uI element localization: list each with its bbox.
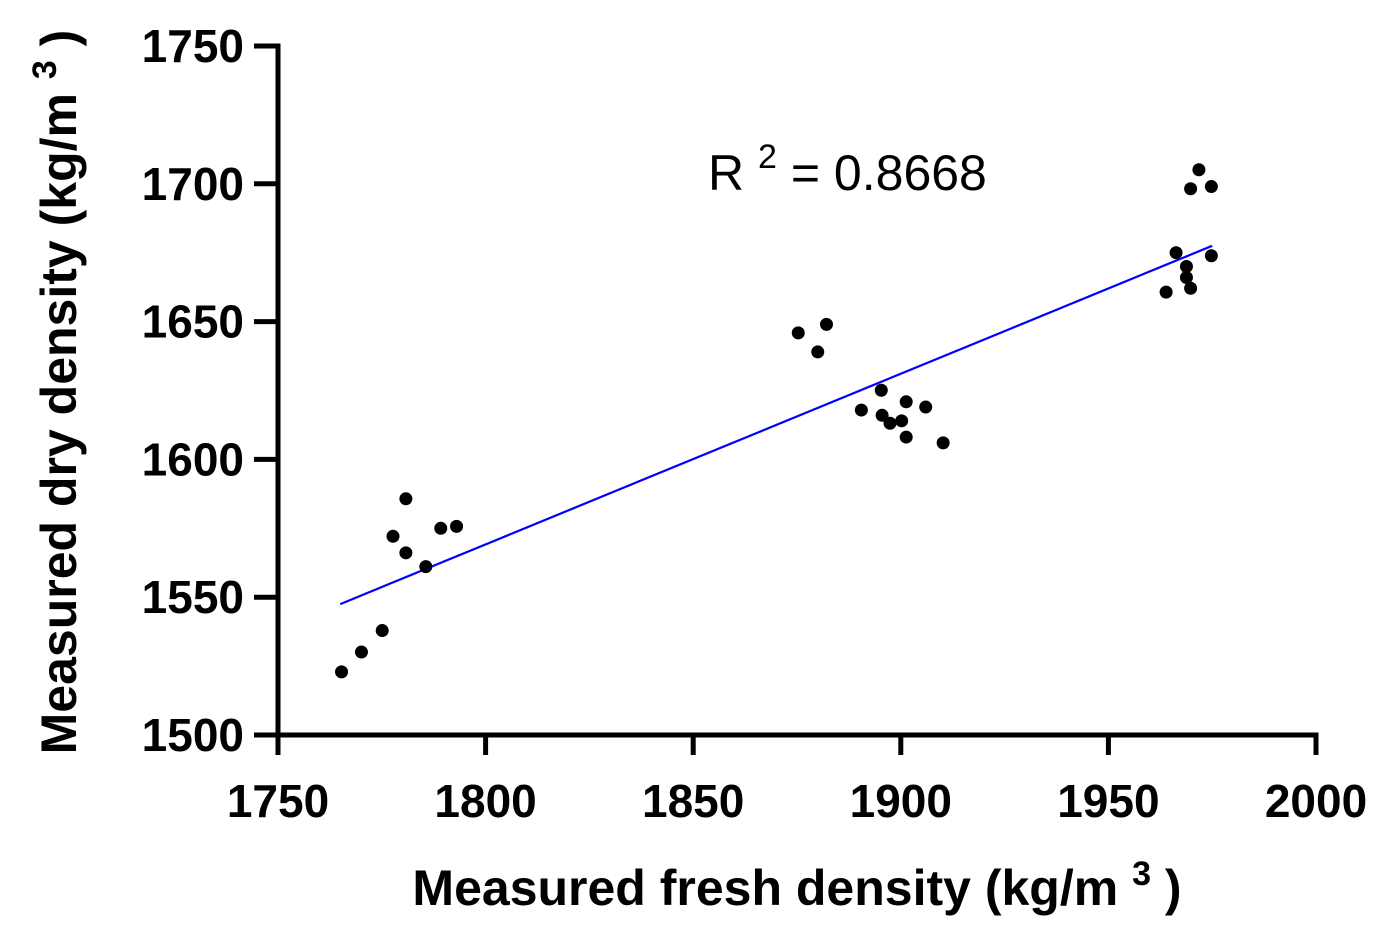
r-squared-value: = 0.8668: [791, 145, 987, 201]
x-axis-title-close: ): [1165, 860, 1182, 916]
x-tick-label: 1750: [227, 775, 329, 827]
data-point: [791, 326, 805, 340]
axes-layer: [275, 43, 1319, 738]
data-point: [875, 408, 889, 422]
y-ticks: 1500 1550 1600 1650 1700 1750: [142, 20, 278, 761]
data-point: [399, 546, 413, 560]
y-tick-label: 1600: [142, 433, 244, 485]
data-point: [883, 416, 897, 430]
y-axis-title-superscript: 3: [26, 60, 64, 79]
data-point: [1179, 271, 1193, 285]
data-point: [936, 436, 950, 450]
y-axis-title-close: ): [31, 30, 87, 47]
data-point: [819, 317, 833, 331]
x-tick-label: 1850: [642, 775, 744, 827]
data-point: [1184, 281, 1198, 295]
data-point: [375, 624, 389, 638]
data-point: [811, 345, 825, 359]
data-point: [434, 521, 448, 535]
x-ticks: 1750 1800 1850 1900 1950 2000: [227, 735, 1367, 827]
data-point: [899, 395, 913, 409]
r-squared-annotation: R 2 = 0.8668: [708, 123, 987, 201]
data-point: [1179, 259, 1193, 273]
data-point: [854, 403, 868, 417]
x-tick-label: 1800: [434, 775, 536, 827]
data-point: [1169, 246, 1183, 260]
x-axis-title-main: Measured fresh density (kg/m: [412, 860, 1118, 916]
data-point: [919, 400, 933, 414]
data-point: [450, 519, 464, 533]
r-squared-superscript: 2: [758, 138, 777, 176]
y-axis-title-main: Measured dry density (kg/m: [31, 93, 87, 754]
y-tick-label: 1650: [142, 296, 244, 348]
y-tick-label: 1550: [142, 571, 244, 623]
data-point: [874, 383, 888, 397]
data-point: [1184, 182, 1198, 196]
data-point: [1192, 163, 1206, 177]
data-point: [1204, 180, 1218, 194]
data-point: [419, 560, 433, 574]
y-tick-label: 1700: [142, 158, 244, 210]
data-point: [1204, 249, 1218, 263]
data-point: [895, 414, 909, 428]
data-points-layer: [335, 163, 1218, 679]
y-tick-label: 1750: [142, 20, 244, 72]
data-point: [386, 529, 400, 543]
trendline-layer: [339, 244, 1213, 606]
x-tick-label: 1900: [850, 775, 952, 827]
r-squared-prefix: R: [708, 145, 744, 201]
data-point: [335, 665, 349, 679]
x-axis-title: Measured fresh density (kg/m 3 ): [412, 840, 1181, 916]
data-point: [399, 492, 413, 506]
x-tick-label: 2000: [1265, 775, 1367, 827]
x-axis-title-superscript: 3: [1132, 855, 1151, 893]
y-tick-label: 1500: [142, 709, 244, 761]
x-tick-label: 1950: [1057, 775, 1159, 827]
data-point: [899, 430, 913, 444]
data-point: [354, 645, 368, 659]
regression-line: [339, 244, 1213, 606]
data-point: [1159, 285, 1173, 299]
y-axis-title: Measured dry density (kg/m 3 ): [11, 30, 87, 755]
